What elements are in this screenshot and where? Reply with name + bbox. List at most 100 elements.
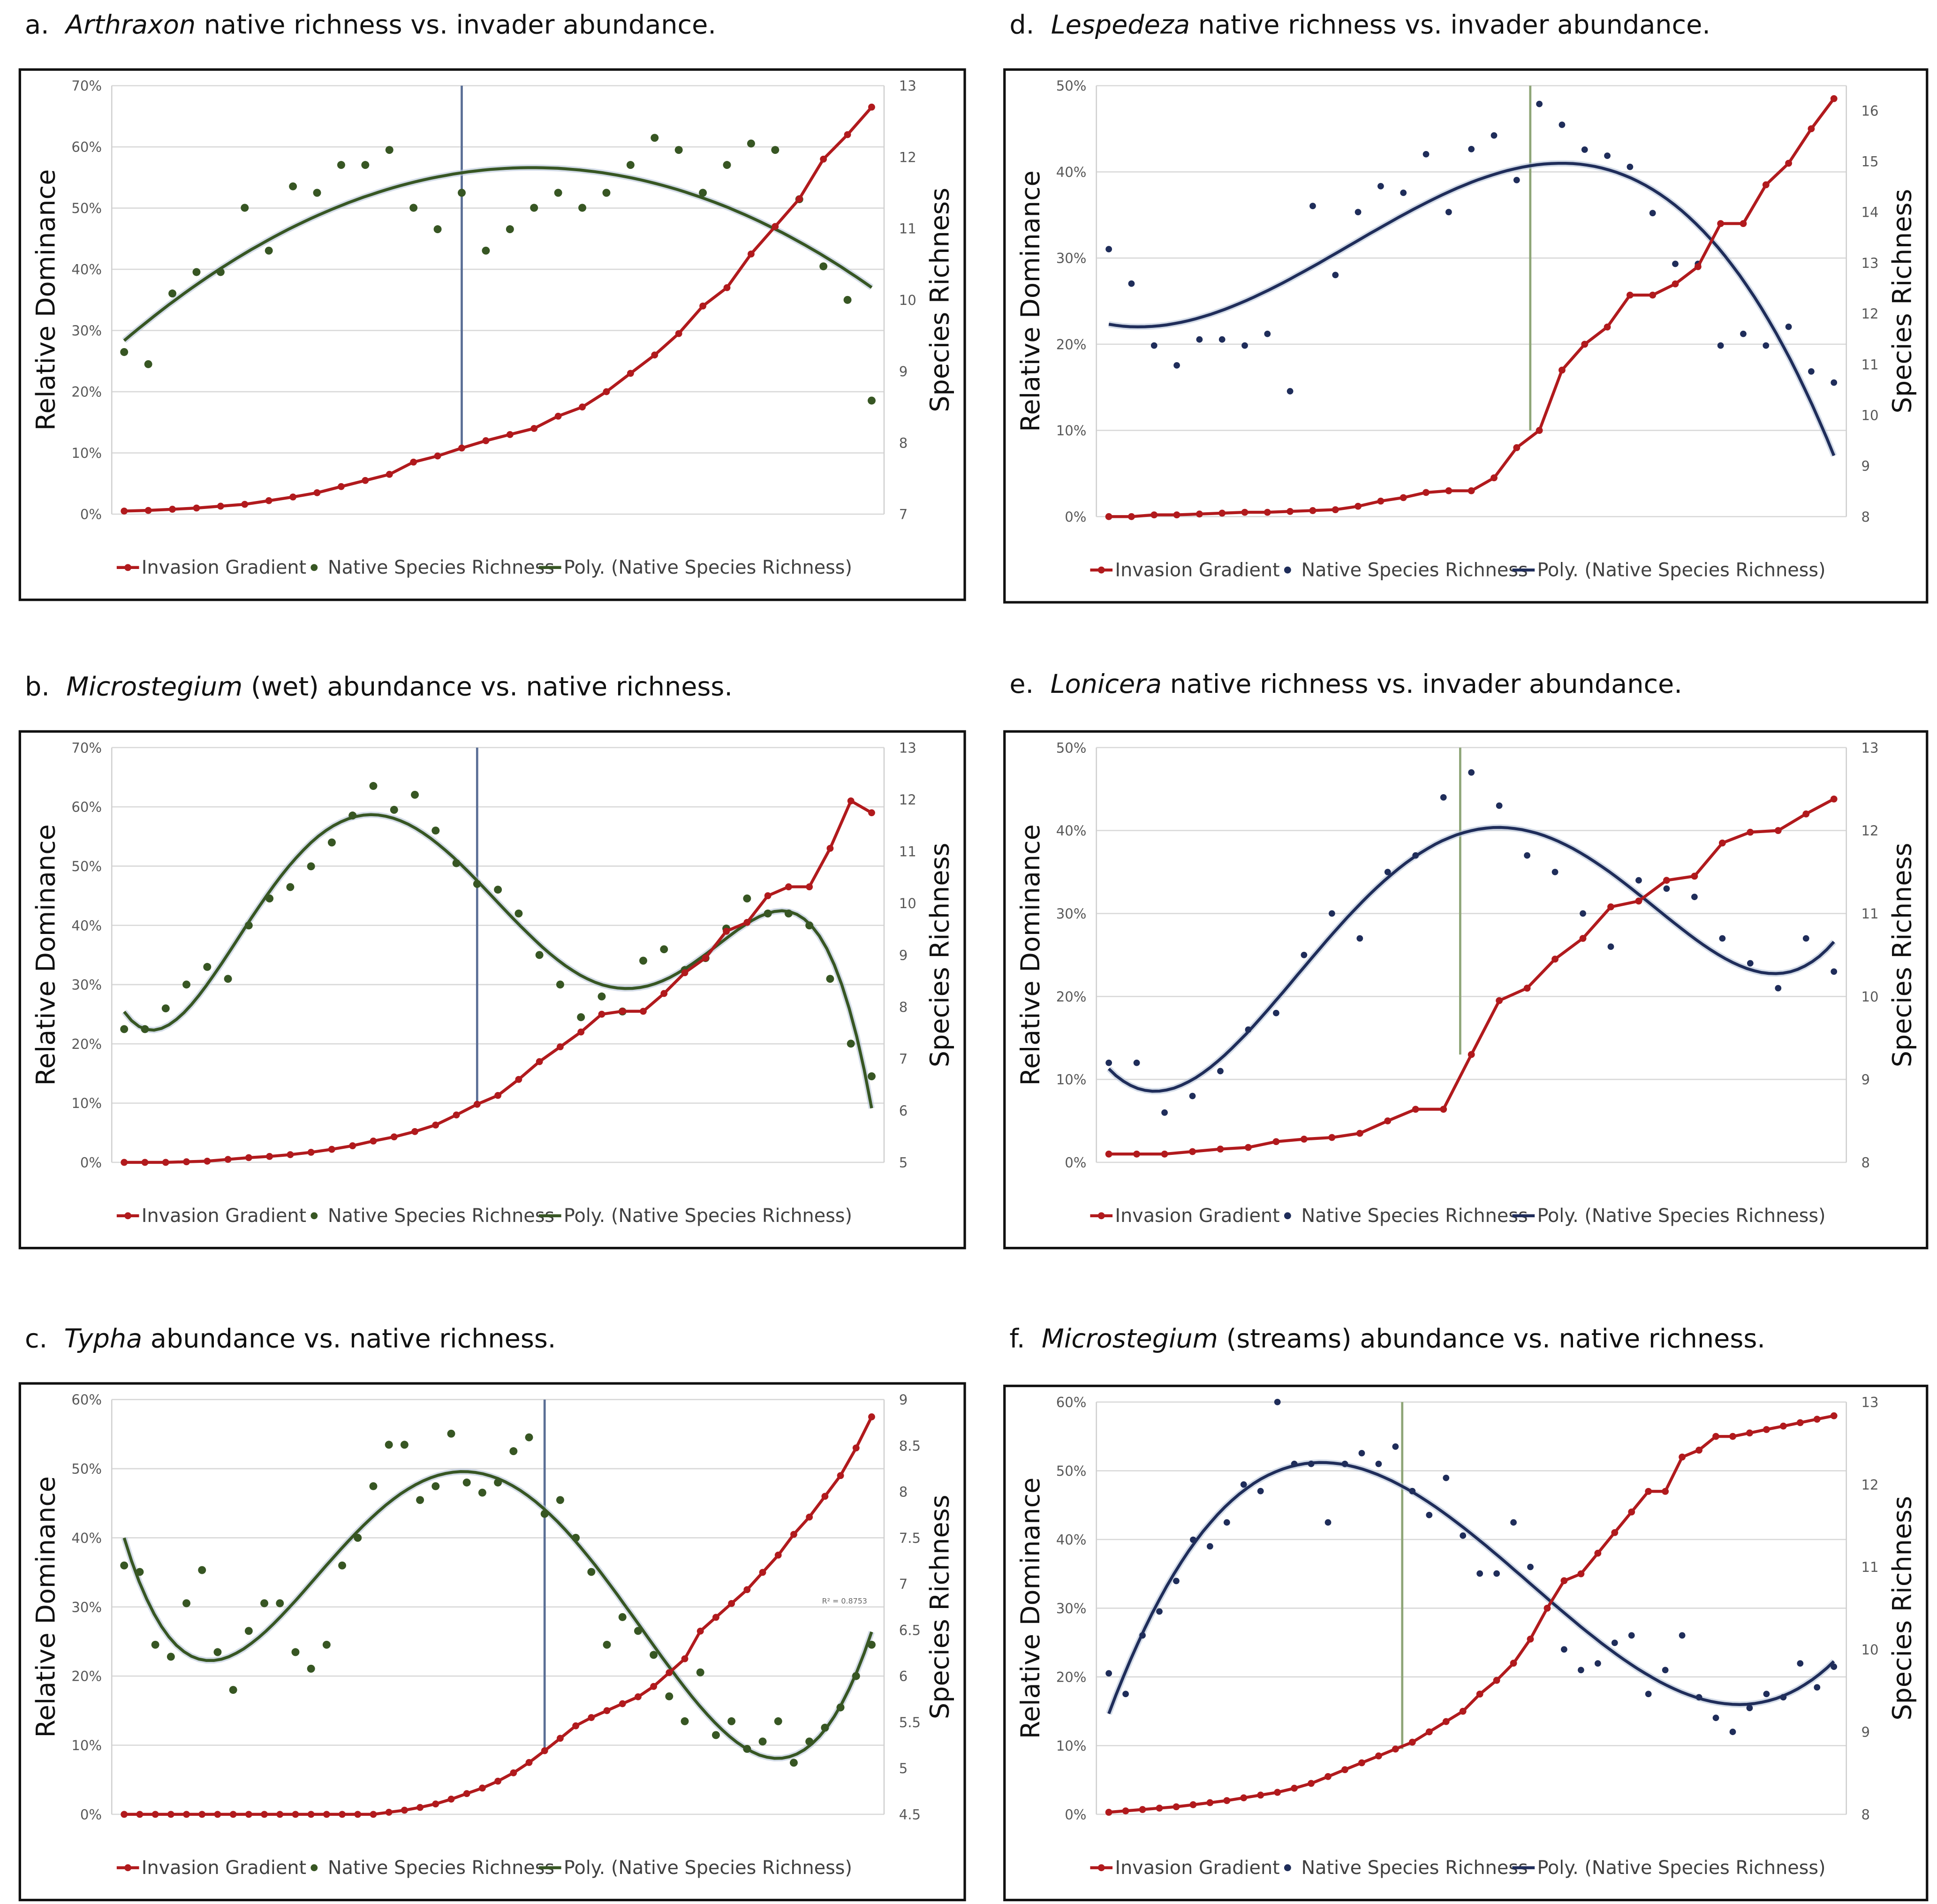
y2-axis-label: Species Richness <box>1887 189 1917 414</box>
richness-point <box>241 204 249 212</box>
invasion-point <box>699 302 707 310</box>
invasion-point <box>1468 1051 1475 1058</box>
invasion-point <box>1695 1447 1702 1454</box>
invasion-point <box>141 1159 149 1166</box>
invasion-point <box>572 1722 580 1730</box>
richness-point <box>1536 100 1543 107</box>
invasion-point <box>432 1800 439 1808</box>
richness-point <box>821 1723 829 1732</box>
invasion-point <box>121 1811 128 1818</box>
invasion-point <box>1626 291 1634 299</box>
richness-point <box>198 1566 206 1574</box>
y2-tick-label: 10 <box>1861 408 1878 424</box>
invasion-point <box>1195 510 1203 518</box>
invasion-point <box>265 497 272 504</box>
richness-point <box>1218 336 1226 343</box>
genus: Microstegium <box>66 672 243 702</box>
y-tick-label: 40% <box>71 918 102 933</box>
richness-point <box>743 894 751 903</box>
invasion-point <box>434 452 441 460</box>
richness-point <box>1797 1660 1804 1667</box>
poly-trendline <box>123 166 873 342</box>
richness-point <box>1409 1487 1416 1494</box>
invasion-point <box>136 1811 144 1818</box>
invasion-point <box>1691 872 1698 880</box>
legend-label: Invasion Gradient <box>142 557 306 578</box>
y2-tick-label: 9 <box>1861 458 1870 474</box>
y-tick-label: 20% <box>71 384 102 400</box>
invasion-point <box>675 330 682 337</box>
y-tick-label: 30% <box>1056 250 1087 266</box>
panel-letter: d. <box>1009 10 1035 40</box>
invasion-point <box>1173 1803 1180 1811</box>
richness-point <box>1719 935 1726 942</box>
legend-label: Poly. (Native Species Richness) <box>1537 1857 1825 1879</box>
invasion-point <box>525 1759 533 1766</box>
richness-point <box>665 1692 673 1700</box>
richness-point <box>482 246 490 255</box>
y2-tick-label: 12 <box>1861 1477 1878 1493</box>
y2-tick-label: 12 <box>899 792 916 808</box>
invasion-point <box>847 797 855 804</box>
invasion-point <box>506 431 514 438</box>
richness-point <box>868 1640 876 1649</box>
invasion-point <box>349 1142 356 1150</box>
invasion-point <box>837 1472 844 1479</box>
richness-point <box>1808 368 1815 375</box>
invasion-point <box>292 1811 299 1818</box>
y-tick-label: 0% <box>80 1155 102 1171</box>
invasion-point <box>1217 1145 1224 1153</box>
richness-point <box>1273 1009 1279 1016</box>
richness-point <box>354 1533 362 1542</box>
invasion-point <box>1161 1150 1168 1158</box>
richness-point <box>535 951 544 959</box>
richness-point <box>1105 1059 1112 1066</box>
invasion-point <box>1527 1635 1534 1643</box>
richness-point <box>369 1482 378 1490</box>
richness-point <box>1524 852 1530 859</box>
legend: Invasion Gradient Native Species Richness… <box>1090 1857 1826 1879</box>
invasion-point <box>1581 341 1589 348</box>
invasion-point <box>1679 1453 1686 1461</box>
legend-label: Poly. (Native Species Richness) <box>1537 1205 1825 1227</box>
y-tick-label: 0% <box>1065 509 1086 525</box>
richness-point <box>1814 1684 1821 1691</box>
chart-svg: 0% 10% 20% 30% 40% 50% 60% 70% 5 6 7 8 9 10 11 12 13 Rela… <box>30 740 955 1227</box>
richness-point <box>1223 1519 1230 1526</box>
invasion-point <box>1536 427 1543 434</box>
invasion-point <box>1718 839 1726 847</box>
y2-tick-label: 8 <box>1861 1806 1870 1822</box>
invasion-point <box>1635 897 1642 905</box>
richness-point <box>385 146 393 154</box>
y2-tick-label: 11 <box>1861 357 1878 372</box>
richness-point <box>1581 146 1588 153</box>
y2-tick-label: 12 <box>899 149 916 165</box>
invasion-point <box>772 223 779 230</box>
invasion-point <box>1442 1718 1450 1725</box>
richness-point <box>650 1651 658 1659</box>
invasion-point <box>1523 985 1531 992</box>
richness-point <box>1607 943 1614 950</box>
legend-label: Native Species Richness <box>1301 1857 1528 1879</box>
invasion-point <box>167 1811 174 1818</box>
richness-point <box>747 139 755 148</box>
invasion-point <box>743 1586 751 1593</box>
richness-point <box>789 1759 798 1767</box>
invasion-point <box>198 1811 206 1818</box>
invasion-point <box>868 1413 875 1420</box>
richness-point <box>1580 910 1586 917</box>
richness-point <box>572 1533 580 1542</box>
richness-point <box>161 1004 170 1013</box>
invasion-point <box>1560 1577 1568 1585</box>
invasion-point <box>1341 1766 1348 1774</box>
invasion-point <box>432 1121 439 1129</box>
legend: Invasion Gradient Native Species Richness… <box>116 1857 852 1879</box>
richness-point <box>674 146 683 154</box>
richness-point <box>1412 852 1419 859</box>
richness-point <box>603 1640 611 1649</box>
richness-point <box>265 894 274 903</box>
richness-point <box>1358 1450 1365 1456</box>
richness-point <box>1729 1729 1736 1735</box>
richness-point <box>1695 1694 1702 1701</box>
invasion-point <box>785 883 792 890</box>
